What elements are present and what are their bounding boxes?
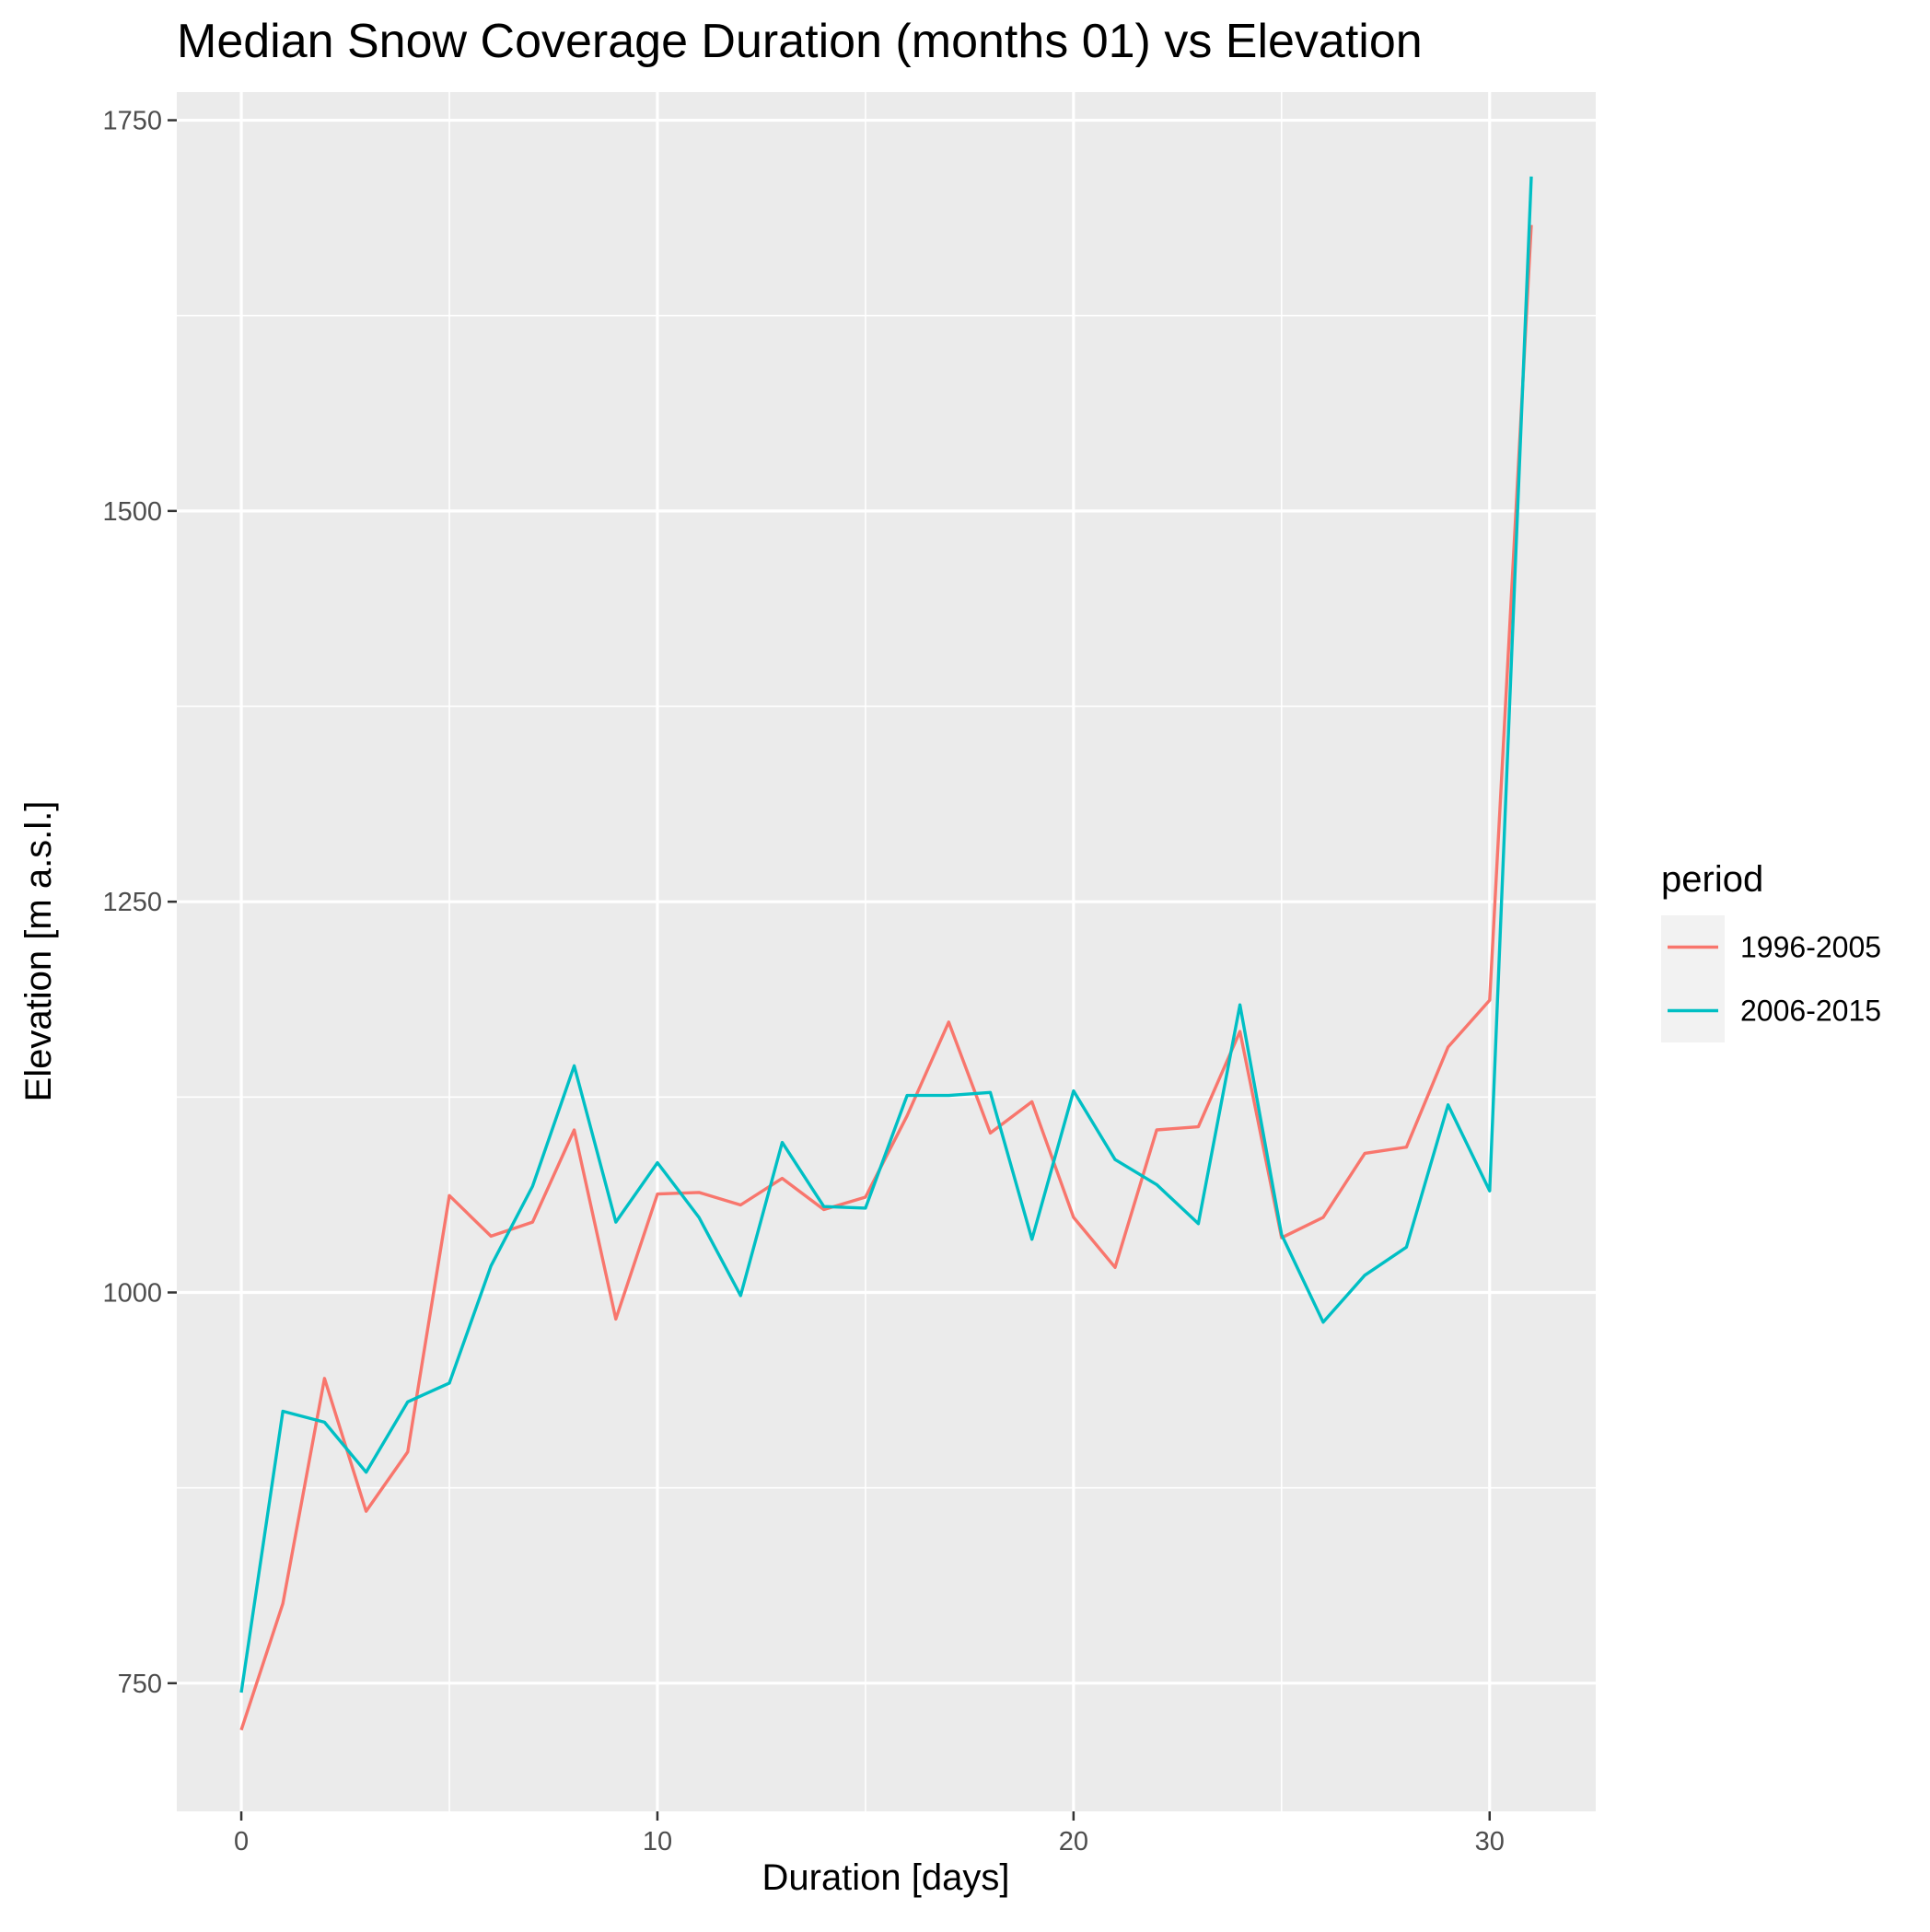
- y-axis: 750 1000 1250 1500 1750: [102, 107, 177, 1699]
- series-lines: [239, 176, 1533, 1731]
- legend-label: 2006-2015: [1740, 995, 1881, 1028]
- x-tick-label: 0: [234, 1827, 249, 1856]
- y-tick-label: 1250: [102, 888, 162, 917]
- series-line-1996-2005: [239, 225, 1533, 1731]
- plot-background: [177, 92, 1596, 1811]
- x-tick-label: 20: [1059, 1827, 1088, 1856]
- x-tick-label: 10: [643, 1827, 672, 1856]
- y-tick-label: 1500: [102, 497, 162, 527]
- y-tick-label: 1000: [102, 1279, 162, 1309]
- legend-items: 1996-2005 2006-2015: [1661, 915, 1881, 1042]
- x-tick-label: 30: [1475, 1827, 1505, 1856]
- series-line-2006-2015: [239, 176, 1533, 1693]
- legend-title: period: [1661, 859, 1763, 900]
- x-axis-title: Duration [days]: [762, 1857, 1009, 1898]
- y-tick-label: 1750: [102, 107, 162, 136]
- y-tick-label: 750: [118, 1670, 162, 1699]
- major-gridlines: [177, 92, 1596, 1811]
- legend: period 1996-2005 2006-2015: [1661, 859, 1881, 1042]
- y-axis-title: Elevation [m a.s.l.]: [18, 801, 59, 1102]
- x-axis: 0 10 20 30: [234, 1811, 1505, 1856]
- chart-title: Median Snow Coverage Duration (months 01…: [177, 15, 1423, 68]
- legend-label: 1996-2005: [1740, 931, 1881, 964]
- minor-gridlines: [177, 92, 1596, 1811]
